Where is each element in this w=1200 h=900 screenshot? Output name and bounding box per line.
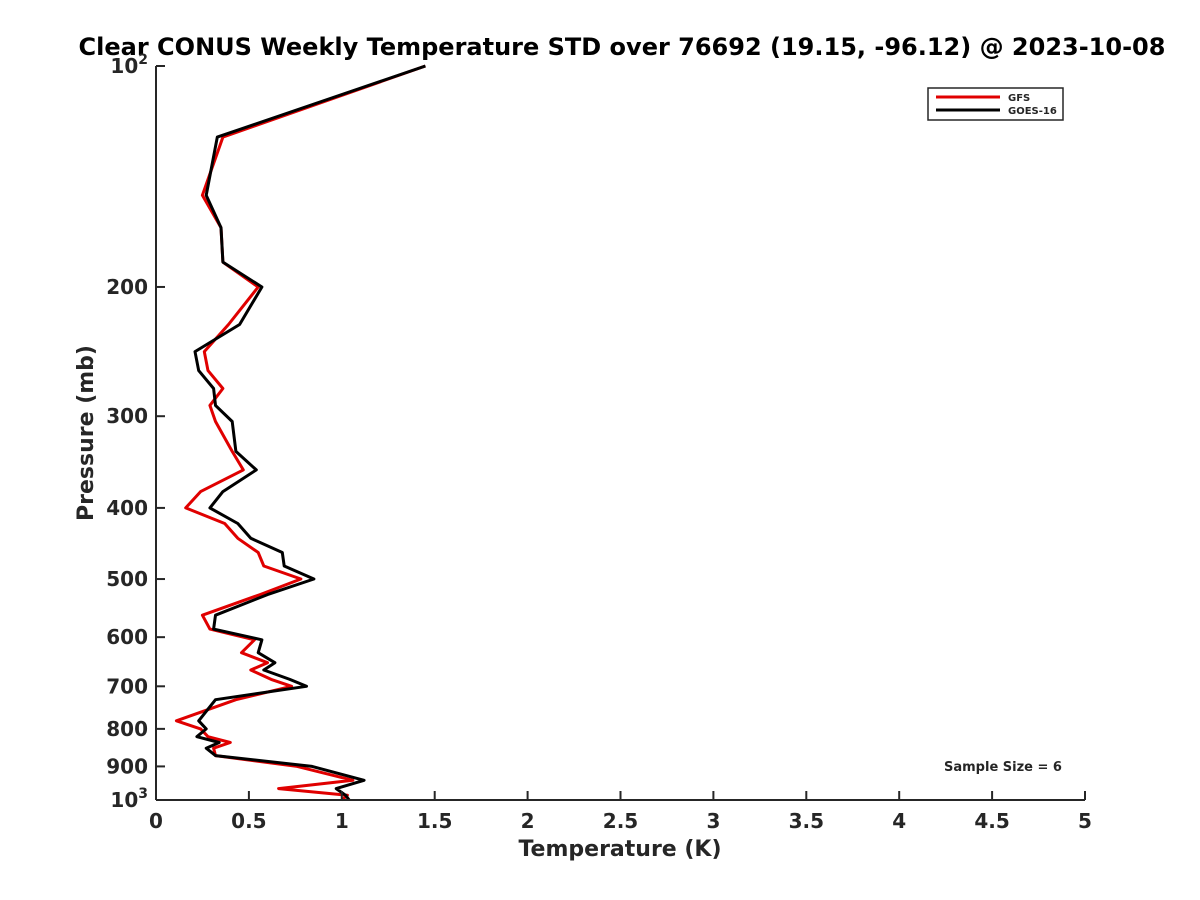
x-tick-label: 4.5 <box>974 809 1009 833</box>
legend-box <box>927 87 1064 121</box>
x-tick-label: 1 <box>335 809 349 833</box>
legend-entry: GOES-16 <box>1008 106 1057 117</box>
x-tick-label: 1.5 <box>417 809 452 833</box>
series-line-goes-16 <box>193 64 426 801</box>
y-tick-label: 800 <box>106 717 148 741</box>
legend-entry: GFS <box>1008 93 1030 104</box>
x-tick-label: 2.5 <box>603 809 638 833</box>
y-tick-label: 300 <box>106 404 148 428</box>
x-tick-label: 4 <box>892 809 906 833</box>
legend: GFS GOES-16 <box>927 87 1064 121</box>
y-tick-label: 700 <box>106 674 148 698</box>
x-tick-label: 0 <box>149 809 163 833</box>
x-axis-label: Temperature (K) <box>518 837 721 862</box>
x-tick-label: 3 <box>706 809 720 833</box>
y-tick-label: 102 <box>110 52 148 78</box>
chart-title: Clear CONUS Weekly Temperature STD over … <box>79 33 1166 61</box>
y-tick-label: 103 <box>110 786 148 812</box>
y-tick-label: 600 <box>106 625 148 649</box>
y-tick-label: 200 <box>106 275 148 299</box>
sample-size-annotation: Sample Size = 6 <box>944 760 1062 775</box>
y-tick-label: 400 <box>106 496 148 520</box>
series-line-gfs <box>174 64 426 802</box>
y-axis-label: Pressure (mb) <box>74 345 99 521</box>
y-tick-label: 900 <box>106 754 148 778</box>
x-tick-label: 2 <box>521 809 535 833</box>
x-tick-label: 3.5 <box>789 809 824 833</box>
x-tick-label: 0.5 <box>231 809 266 833</box>
x-tick-label: 5 <box>1078 809 1092 833</box>
y-tick-label: 500 <box>106 567 148 591</box>
